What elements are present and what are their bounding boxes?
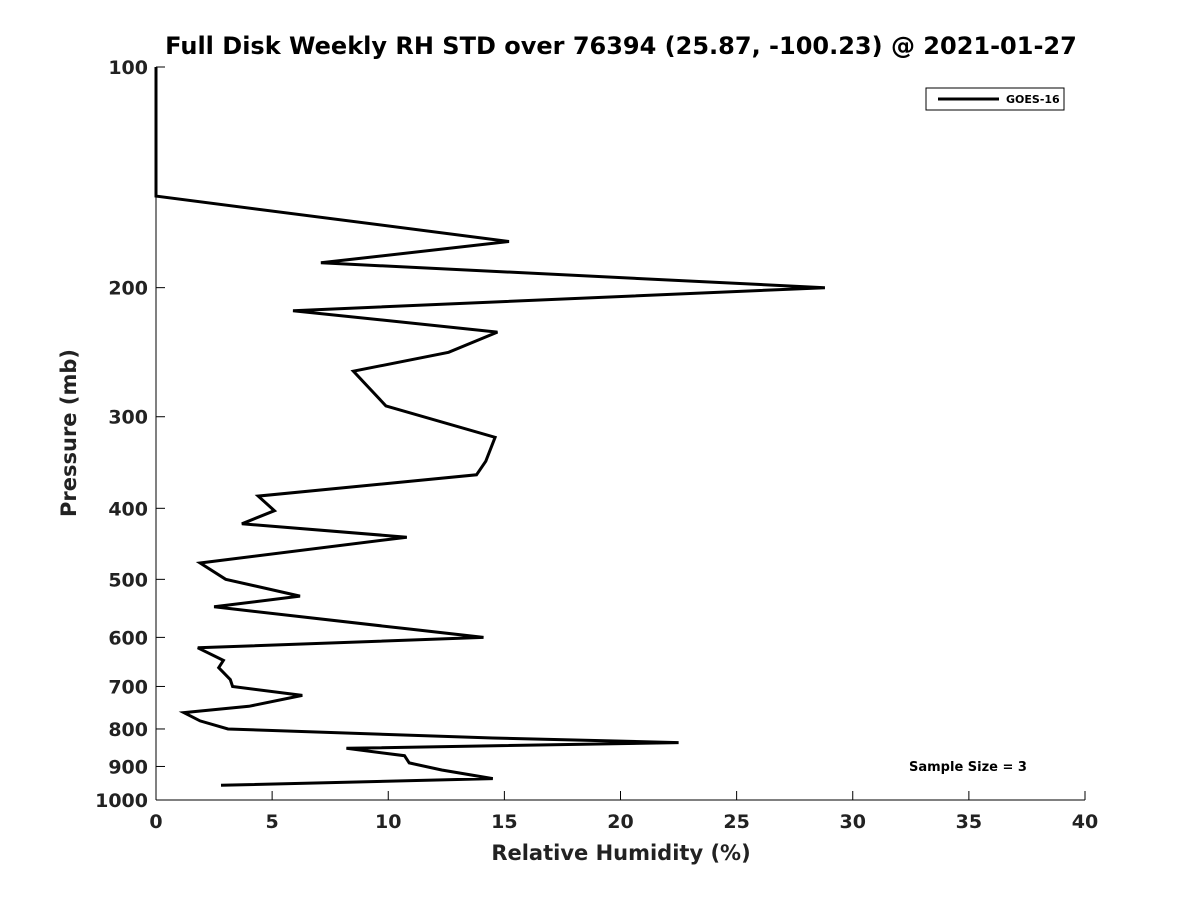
chart-title: Full Disk Weekly RH STD over 76394 (25.8… bbox=[165, 32, 1077, 60]
y-tick-label: 1000 bbox=[95, 790, 148, 812]
x-tick-label: 30 bbox=[840, 811, 866, 833]
y-tick-label: 800 bbox=[108, 719, 148, 741]
y-axis-label: Pressure (mb) bbox=[57, 349, 81, 517]
y-tick-label: 700 bbox=[108, 676, 148, 698]
y-tick-label: 400 bbox=[108, 498, 148, 520]
y-tick-label: 900 bbox=[108, 756, 148, 778]
y-tick-label: 600 bbox=[108, 627, 148, 649]
x-tick-label: 0 bbox=[149, 811, 162, 833]
x-tick-label: 35 bbox=[956, 811, 982, 833]
y-tick-label: 500 bbox=[108, 569, 148, 591]
legend-label-goes16: GOES-16 bbox=[1006, 93, 1060, 106]
legend: GOES-16 bbox=[925, 87, 1065, 111]
sample-size-annotation: Sample Size = 3 bbox=[909, 760, 1027, 775]
axes: 0 5 10 15 20 25 30 35 40 100 200 300 400 500 600 700 800… bbox=[95, 57, 1098, 833]
y-tick-label: 300 bbox=[108, 407, 148, 429]
y-tick-label: 100 bbox=[108, 57, 148, 79]
y-tick-label: 200 bbox=[108, 278, 148, 300]
x-tick-label: 25 bbox=[723, 811, 749, 833]
x-tick-label: 10 bbox=[375, 811, 401, 833]
data-layer bbox=[154, 67, 825, 787]
x-axis-label: Relative Humidity (%) bbox=[491, 841, 750, 865]
x-tick-label: 15 bbox=[491, 811, 517, 833]
x-tick-label: 40 bbox=[1072, 811, 1098, 833]
x-tick-label: 20 bbox=[607, 811, 633, 833]
x-tick-label: 5 bbox=[266, 811, 279, 833]
series-line-goes16 bbox=[154, 67, 825, 787]
